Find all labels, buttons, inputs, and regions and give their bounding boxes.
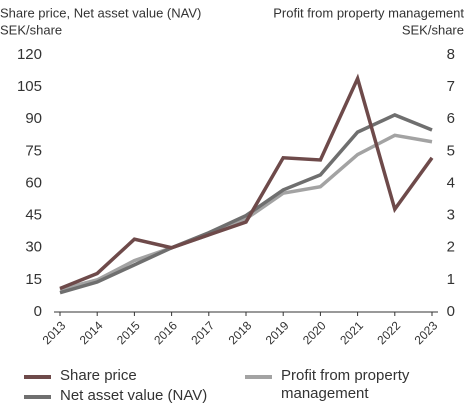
y-tick-label: 105	[17, 78, 42, 95]
legend-label: Net asset value (NAV)	[60, 387, 208, 404]
x-tick-label: 2014	[77, 318, 106, 347]
y-tick-label: 0	[34, 303, 42, 320]
x-tick-label: 2023	[412, 318, 441, 347]
y2-tick-label: 2	[447, 239, 455, 256]
y2-tick-label: 6	[447, 110, 455, 127]
y2-axis-unit: SEK/share	[402, 22, 464, 37]
legend-swatch	[245, 375, 272, 379]
x-tick-label: 2022	[374, 318, 403, 347]
y-tick-label: 75	[25, 142, 42, 159]
y2-tick-label: 4	[447, 174, 455, 191]
legend-label: Share price	[60, 367, 137, 384]
y-tick-label: 15	[25, 271, 42, 288]
y2-tick-label: 5	[447, 142, 455, 159]
y-tick-label: 60	[25, 174, 42, 191]
legend-item: Net asset value (NAV)	[24, 387, 207, 404]
series-line	[59, 73, 434, 291]
y-tick-label: 45	[25, 207, 42, 224]
x-tick-label: 2019	[263, 318, 292, 347]
y2-tick-label: 1	[447, 271, 455, 288]
chart: Share price, Net asset value (NAV) SEK/s…	[0, 5, 464, 347]
y2-tick-label: 3	[447, 207, 455, 224]
y2-tick-label: 7	[447, 78, 455, 95]
legend: Share price Net asset value (NAV) Profit f…	[0, 362, 466, 404]
x-tick-label: 2013	[40, 318, 69, 347]
y-axis-label: Share price, Net asset value (NAV)	[0, 5, 201, 20]
legend-item: Profit from property management	[245, 367, 435, 403]
x-tick-label: 2015	[114, 318, 143, 347]
y-tick-label: 90	[25, 110, 42, 127]
x-tick-label: 2016	[151, 318, 180, 347]
y2-axis-label: Profit from property management	[273, 5, 464, 20]
x-tick-label: 2020	[300, 318, 329, 347]
y2-tick-label: 8	[447, 46, 455, 63]
x-tick-label: 2018	[226, 318, 255, 347]
y-axis-unit: SEK/share	[0, 22, 62, 37]
y-tick-label: 30	[25, 239, 42, 256]
x-tick-label: 2017	[188, 318, 217, 347]
legend-swatch	[24, 375, 51, 379]
y-tick-label: 120	[17, 46, 42, 63]
series-line	[59, 133, 433, 292]
legend-item: Share price	[24, 367, 137, 385]
y2-tick-label: 0	[447, 303, 455, 320]
legend-label: Profit from property management	[281, 367, 410, 402]
x-tick-label: 2021	[337, 318, 366, 347]
legend-swatch	[24, 395, 51, 399]
